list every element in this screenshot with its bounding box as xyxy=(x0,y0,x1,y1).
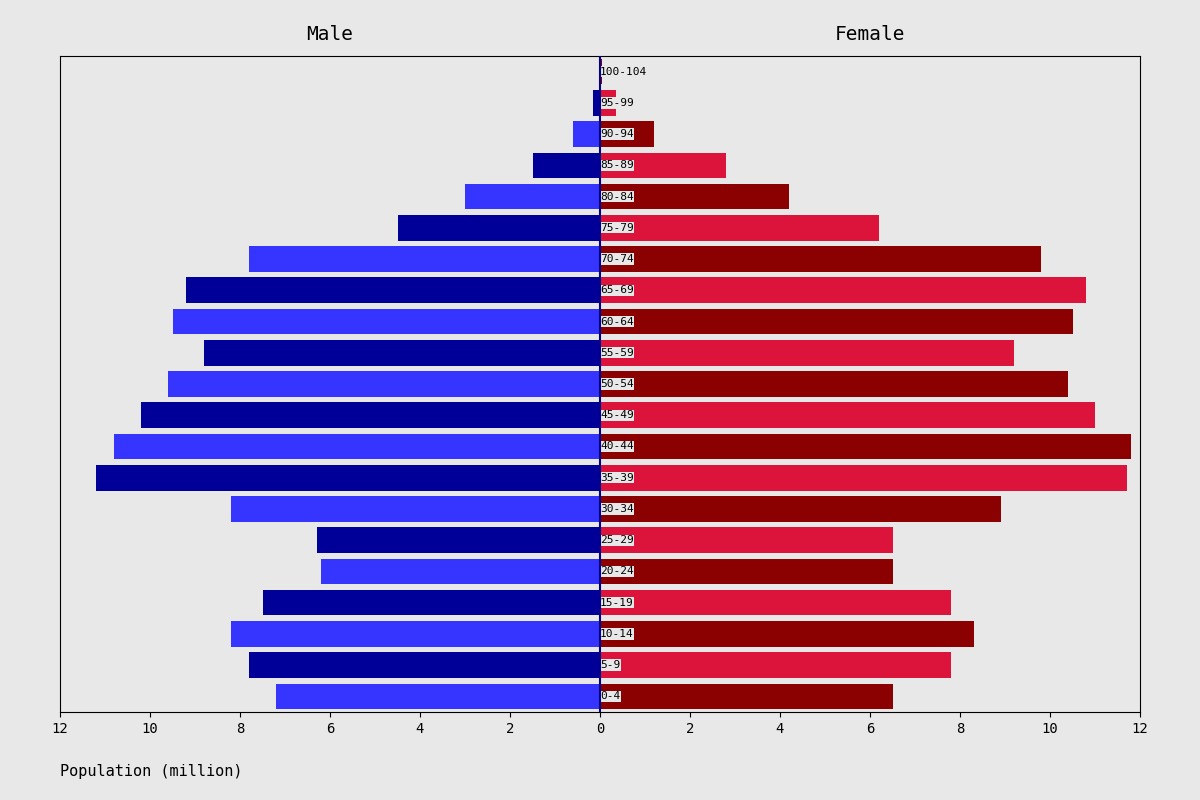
Text: 20-24: 20-24 xyxy=(600,566,634,577)
Bar xyxy=(466,184,600,210)
Text: 100-104: 100-104 xyxy=(600,66,647,77)
Bar xyxy=(600,402,1096,428)
Bar xyxy=(204,340,600,366)
Bar xyxy=(317,527,600,553)
Bar xyxy=(574,122,600,147)
Bar xyxy=(600,153,726,178)
Bar xyxy=(142,402,600,428)
Text: 50-54: 50-54 xyxy=(600,379,634,389)
Text: 5-9: 5-9 xyxy=(600,660,620,670)
Bar xyxy=(600,558,893,584)
Bar xyxy=(600,90,616,116)
Bar xyxy=(600,465,1127,490)
Bar xyxy=(173,309,600,334)
Bar xyxy=(600,527,893,553)
Bar xyxy=(593,90,600,116)
Bar xyxy=(114,434,600,459)
Text: 70-74: 70-74 xyxy=(600,254,634,264)
Text: 95-99: 95-99 xyxy=(600,98,634,108)
Bar xyxy=(599,59,600,85)
Bar xyxy=(600,122,654,147)
Bar xyxy=(600,246,1042,272)
Bar xyxy=(600,278,1086,303)
Text: 65-69: 65-69 xyxy=(600,286,634,295)
Bar xyxy=(600,621,973,646)
Bar xyxy=(232,496,600,522)
Bar xyxy=(600,215,878,241)
Bar xyxy=(168,371,600,397)
Text: 30-34: 30-34 xyxy=(600,504,634,514)
Text: 75-79: 75-79 xyxy=(600,223,634,233)
Bar xyxy=(600,371,1068,397)
Bar xyxy=(600,184,790,210)
Bar xyxy=(96,465,600,490)
Bar xyxy=(263,590,600,615)
Bar xyxy=(600,434,1132,459)
Text: 35-39: 35-39 xyxy=(600,473,634,482)
Bar xyxy=(600,652,952,678)
Bar xyxy=(186,278,600,303)
Text: Male: Male xyxy=(306,25,354,43)
Bar xyxy=(322,558,600,584)
Bar xyxy=(250,246,600,272)
Text: Female: Female xyxy=(835,25,905,43)
Bar xyxy=(600,590,952,615)
Text: 90-94: 90-94 xyxy=(600,129,634,139)
Bar xyxy=(600,683,893,709)
Text: 10-14: 10-14 xyxy=(600,629,634,639)
Bar xyxy=(250,652,600,678)
Text: 45-49: 45-49 xyxy=(600,410,634,420)
Text: 0-4: 0-4 xyxy=(600,691,620,702)
Text: 55-59: 55-59 xyxy=(600,348,634,358)
Bar xyxy=(600,496,1001,522)
Text: 40-44: 40-44 xyxy=(600,442,634,451)
Bar xyxy=(397,215,600,241)
Text: 60-64: 60-64 xyxy=(600,317,634,326)
Text: 80-84: 80-84 xyxy=(600,191,634,202)
Bar xyxy=(232,621,600,646)
Bar xyxy=(600,340,1014,366)
Bar xyxy=(276,683,600,709)
Bar xyxy=(533,153,600,178)
Bar xyxy=(600,309,1073,334)
Text: 25-29: 25-29 xyxy=(600,535,634,545)
Text: 15-19: 15-19 xyxy=(600,598,634,608)
Text: 85-89: 85-89 xyxy=(600,160,634,170)
Text: Population (million): Population (million) xyxy=(60,764,242,779)
Bar xyxy=(600,59,602,85)
